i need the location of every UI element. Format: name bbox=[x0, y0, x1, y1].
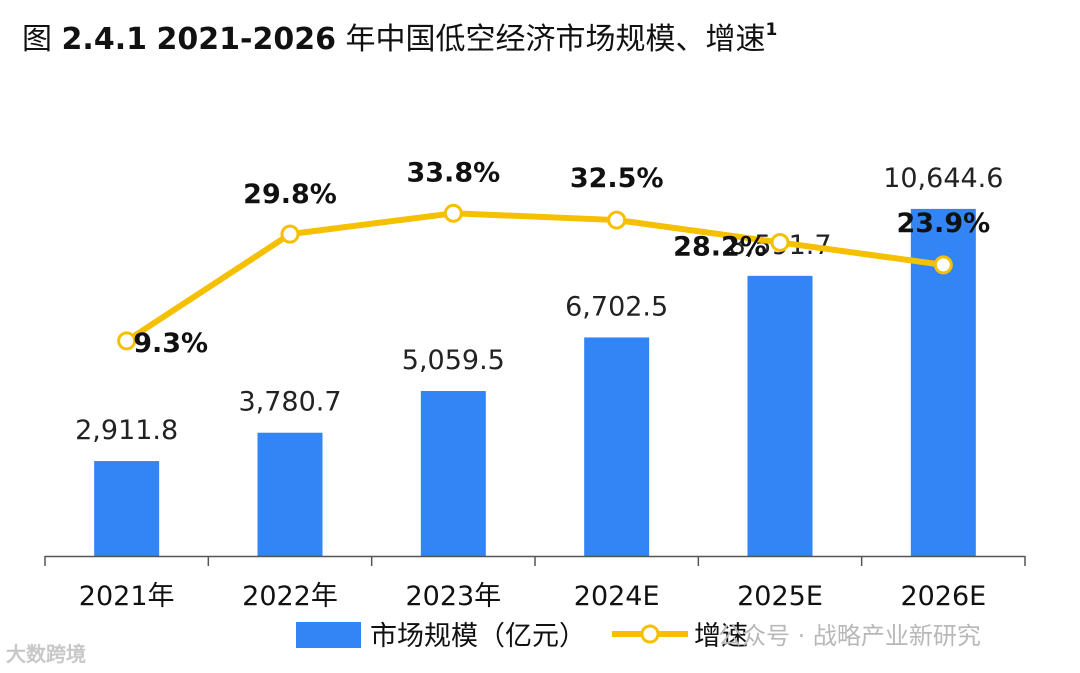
growth-value-label: 32.5% bbox=[570, 163, 664, 194]
growth-value-label: 23.9% bbox=[896, 208, 990, 239]
growth-value-label: 28.2% bbox=[673, 231, 767, 262]
bar-value-label: 10,644.6 bbox=[883, 163, 1003, 194]
bar bbox=[747, 275, 813, 556]
legend-line-marker bbox=[640, 624, 660, 644]
growth-value-label: 29.8% bbox=[243, 179, 337, 210]
title-prefix: 图 bbox=[22, 22, 52, 57]
growth-value-label: 33.8% bbox=[406, 157, 500, 188]
x-tick-label: 2025E bbox=[737, 581, 823, 612]
bar bbox=[420, 391, 486, 556]
growth-point bbox=[607, 210, 627, 230]
watermark-right: 公众号 · 战略产业新研究 bbox=[718, 622, 981, 650]
bar-value-label: 5,059.5 bbox=[402, 345, 505, 376]
bar-value-label: 2,911.8 bbox=[75, 415, 178, 446]
title-number: 2.4.1 bbox=[61, 22, 147, 57]
growth-point bbox=[770, 232, 790, 252]
bar bbox=[257, 432, 323, 556]
bar-value-label: 6,702.5 bbox=[565, 291, 668, 322]
growth-point bbox=[443, 203, 463, 223]
growth-point bbox=[933, 255, 953, 275]
legend-bar-label: 市场规模（亿元） bbox=[370, 621, 586, 652]
x-tick-label: 2024E bbox=[574, 581, 660, 612]
legend-line-label: 增速 bbox=[694, 621, 748, 652]
legend-bar-swatch bbox=[296, 622, 361, 648]
watermark-left: 大数跨境 bbox=[6, 642, 86, 666]
x-tick-label: 2022年 bbox=[242, 581, 338, 612]
bar bbox=[94, 461, 160, 556]
x-tick-label: 2021年 bbox=[79, 581, 175, 612]
x-tick-label: 2023年 bbox=[405, 581, 501, 612]
x-tick-label: 2026E bbox=[900, 581, 986, 612]
title-footnote: 1 bbox=[765, 20, 778, 40]
bar bbox=[584, 337, 650, 556]
growth-point bbox=[280, 224, 300, 244]
title-years: 2021-2026 bbox=[156, 22, 336, 57]
bar-value-label: 3,780.7 bbox=[238, 387, 341, 418]
growth-value-label: 9.3% bbox=[133, 328, 208, 359]
growth-point bbox=[117, 331, 137, 351]
chart-title: 图 2.4.1 2021-2026 年中国低空经济市场规模、增速1 bbox=[22, 14, 777, 58]
title-text: 年中国低空经济市场规模、增速 bbox=[345, 22, 766, 57]
growth-line bbox=[123, 210, 947, 344]
